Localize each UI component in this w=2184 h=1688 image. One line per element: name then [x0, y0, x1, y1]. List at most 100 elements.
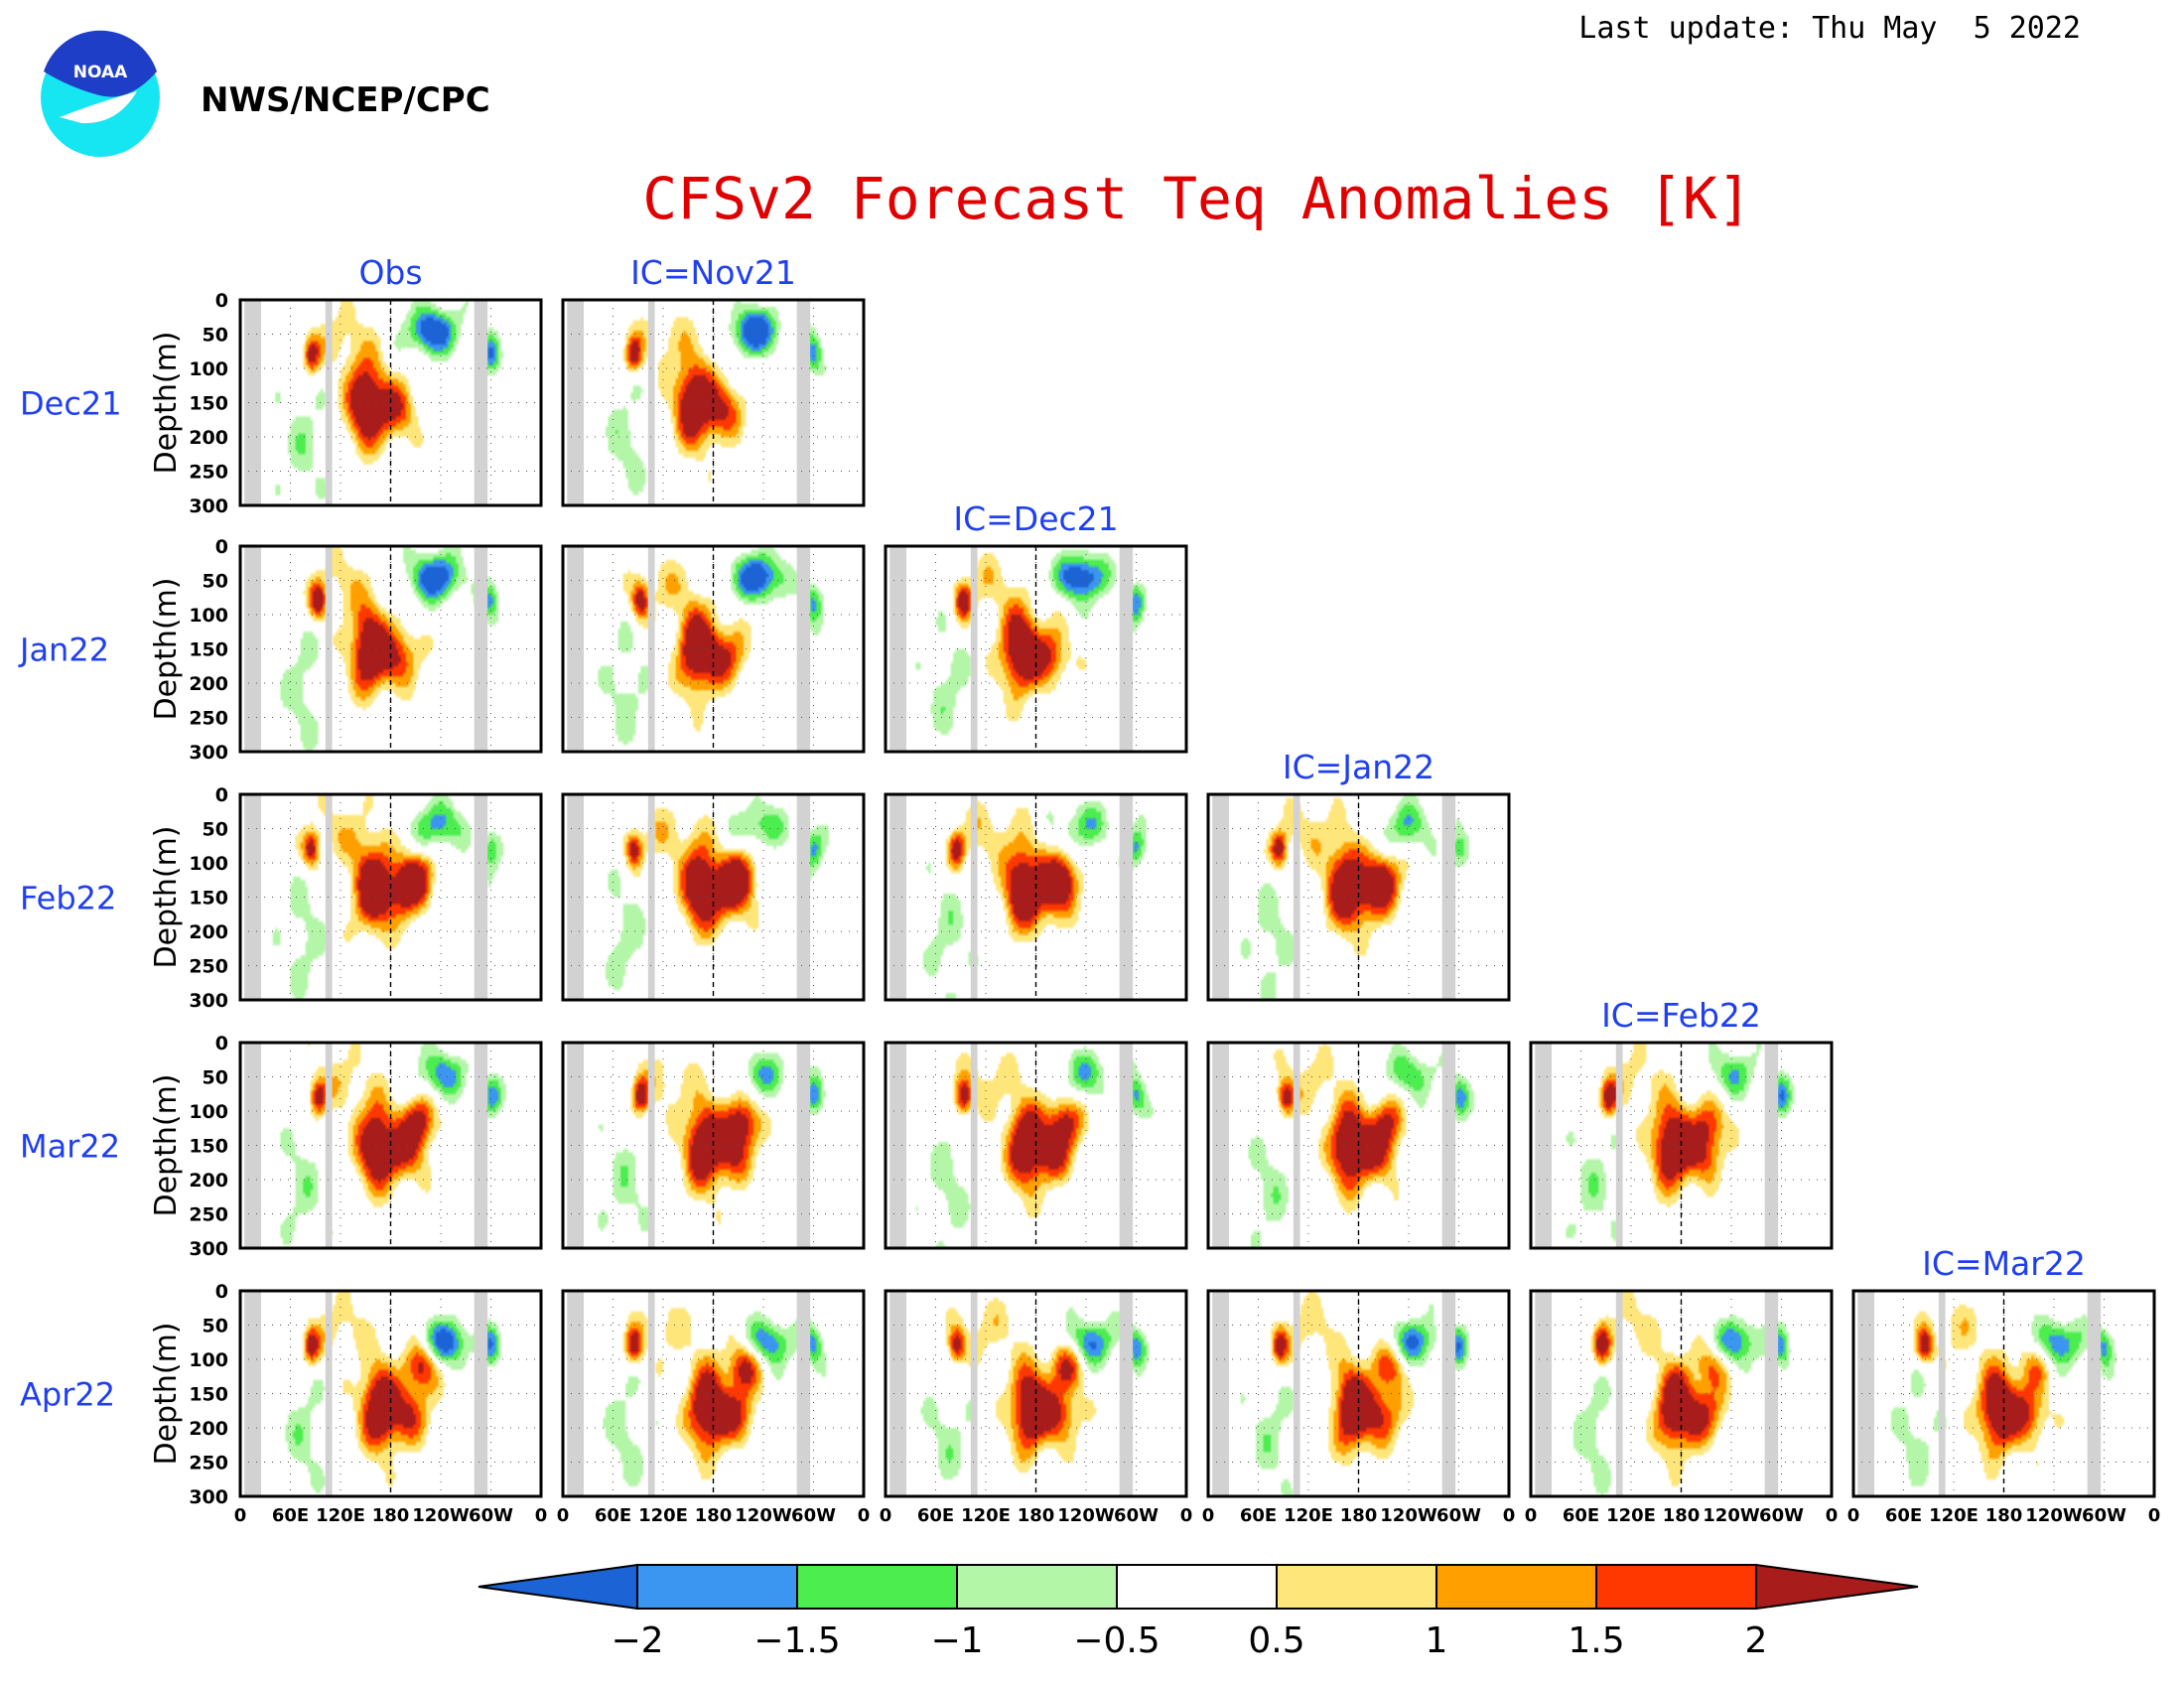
land-mask-band	[1615, 1043, 1623, 1248]
colorbar-extend-low	[478, 1563, 638, 1611]
land-mask-band	[244, 1291, 262, 1496]
colorbar-segment	[956, 1564, 1118, 1610]
panel-frame	[1851, 1289, 2156, 1498]
x-tick-label: 60W	[2082, 1505, 2126, 1526]
x-tick-label: 0	[557, 1505, 570, 1526]
colorbar-label: −0.5	[1073, 1620, 1160, 1661]
panel-grid: Dec21 Depth(m) 0 50 100 150 200 250 300 Obs IC=Nov…	[18, 253, 2160, 1526]
x-tick-label: 120E	[1606, 1505, 1656, 1526]
panel-frame	[1529, 1041, 1834, 1250]
land-mask-band	[796, 794, 811, 1000]
land-mask-band	[647, 794, 655, 1000]
x-tick-label: 180	[695, 1505, 733, 1526]
land-mask-band	[1212, 794, 1230, 1000]
y-tick-label: 300	[189, 1486, 228, 1508]
panel-feb22-obs	[238, 792, 543, 1002]
panel-feb22-ic-dec21	[884, 792, 1188, 1002]
land-mask-band	[474, 1291, 488, 1496]
panel-mar22-ic-nov21	[561, 1041, 866, 1250]
land-mask-band	[1764, 1043, 1779, 1248]
x-tick-label: 120E	[316, 1505, 365, 1526]
y-tick-label: 100	[189, 1101, 228, 1123]
y-tick-label: 250	[189, 708, 228, 730]
land-mask-band	[567, 546, 585, 752]
y-tick-label: 300	[189, 1238, 228, 1260]
colorbar: −2 −1.5 −1 −0.5 0.5 1 1.5 2	[478, 1563, 1919, 1661]
y-tick-label: 150	[189, 888, 228, 910]
colorbar-segment	[1435, 1564, 1597, 1610]
colorbar-label: 1	[1426, 1620, 1448, 1661]
y-tick-label: 300	[189, 742, 228, 764]
panel-apr22-ic-feb22: 0 60E 120E 180 120W 60W 0	[1525, 1289, 1839, 1526]
land-mask-band	[244, 1043, 262, 1248]
land-mask-band	[970, 546, 978, 752]
land-mask-band	[1441, 1291, 1456, 1496]
panel-frame	[884, 1289, 1188, 1498]
x-tick-label: 60E	[1563, 1505, 1599, 1526]
x-tick-label: 180	[1663, 1505, 1701, 1526]
x-tick-label: 60E	[1885, 1505, 1922, 1526]
y-tick-label: 150	[189, 639, 228, 661]
x-tick-label: 0	[1525, 1505, 1538, 1526]
land-mask-band	[325, 1291, 333, 1496]
panel-apr22-ic-jan22: 0 60E 120E 180 120W 60W 0	[1202, 1289, 1515, 1526]
panel-frame	[561, 298, 866, 507]
x-tick-label: 180	[1340, 1505, 1378, 1526]
panel-frame	[561, 1041, 866, 1250]
y-axis-label: Depth(m)	[149, 331, 184, 474]
y-tick-label: 300	[189, 990, 228, 1012]
land-mask-band	[796, 1043, 811, 1248]
land-mask-band	[474, 546, 488, 752]
y-tick-label: 300	[189, 495, 228, 517]
x-tick-label: 0	[2148, 1505, 2161, 1526]
land-mask-band	[567, 1043, 585, 1248]
y-tick-label: 250	[189, 462, 228, 484]
y-tick-label: 50	[203, 325, 228, 347]
land-mask-band	[1119, 794, 1134, 1000]
y-tick-label: 0	[215, 1033, 228, 1055]
y-tick-label: 200	[189, 1418, 228, 1440]
y-tick-label: 100	[189, 605, 228, 627]
x-tick-label: 0	[1826, 1505, 1839, 1526]
land-mask-band	[1119, 1043, 1134, 1248]
y-tick-label: 0	[215, 784, 228, 806]
column-title: IC=Nov21	[630, 253, 796, 292]
y-tick-label: 50	[203, 819, 228, 841]
x-tick-label: 0	[880, 1505, 892, 1526]
x-tick-label: 0	[858, 1505, 871, 1526]
colorbar-label: 0.5	[1248, 1620, 1304, 1661]
y-tick-label: 250	[189, 1204, 228, 1226]
x-tick-label: 120W	[2025, 1505, 2083, 1526]
y-tick-label: 200	[189, 921, 228, 943]
panel-apr22-ic-mar22: IC=Mar22 0 60E 120E 180 120W 60W 0	[1847, 1244, 2161, 1526]
column-title: IC=Mar22	[1922, 1244, 2086, 1283]
column-title: IC=Dec21	[953, 499, 1118, 538]
y-tick-label: 250	[189, 1453, 228, 1475]
y-tick-label: 50	[203, 1316, 228, 1337]
y-tick-label: 0	[215, 290, 228, 312]
x-tick-label: 60W	[1436, 1505, 1481, 1526]
noaa-logo-bird	[60, 91, 137, 124]
colorbar-label: −1.5	[753, 1620, 840, 1661]
y-tick-label: 150	[189, 393, 228, 415]
x-tick-label: 60E	[1240, 1505, 1277, 1526]
land-mask-band	[325, 1043, 333, 1248]
y-tick-label: 100	[189, 1349, 228, 1371]
x-tick-label: 60E	[917, 1505, 954, 1526]
row-label-jan22: Jan22	[18, 632, 109, 669]
y-tick-label: 100	[189, 853, 228, 875]
column-title: IC=Feb22	[1601, 996, 1761, 1035]
panel-frame	[238, 1041, 543, 1250]
panel-mar22-ic-dec21	[884, 1041, 1188, 1250]
row-label-mar22: Mar22	[20, 1128, 120, 1166]
land-mask-band	[1293, 794, 1300, 1000]
x-tick-label: 120W	[1703, 1505, 1760, 1526]
x-tick-label: 120W	[735, 1505, 792, 1526]
x-tick-label: 0	[1847, 1505, 1860, 1526]
land-mask-band	[325, 300, 333, 505]
colorbar-label: −2	[611, 1620, 663, 1661]
x-tick-label: 120W	[412, 1505, 470, 1526]
y-axis-label: Depth(m)	[149, 1322, 184, 1465]
y-axis-label: Depth(m)	[149, 1073, 184, 1216]
colorbar-label: −1	[930, 1620, 983, 1661]
